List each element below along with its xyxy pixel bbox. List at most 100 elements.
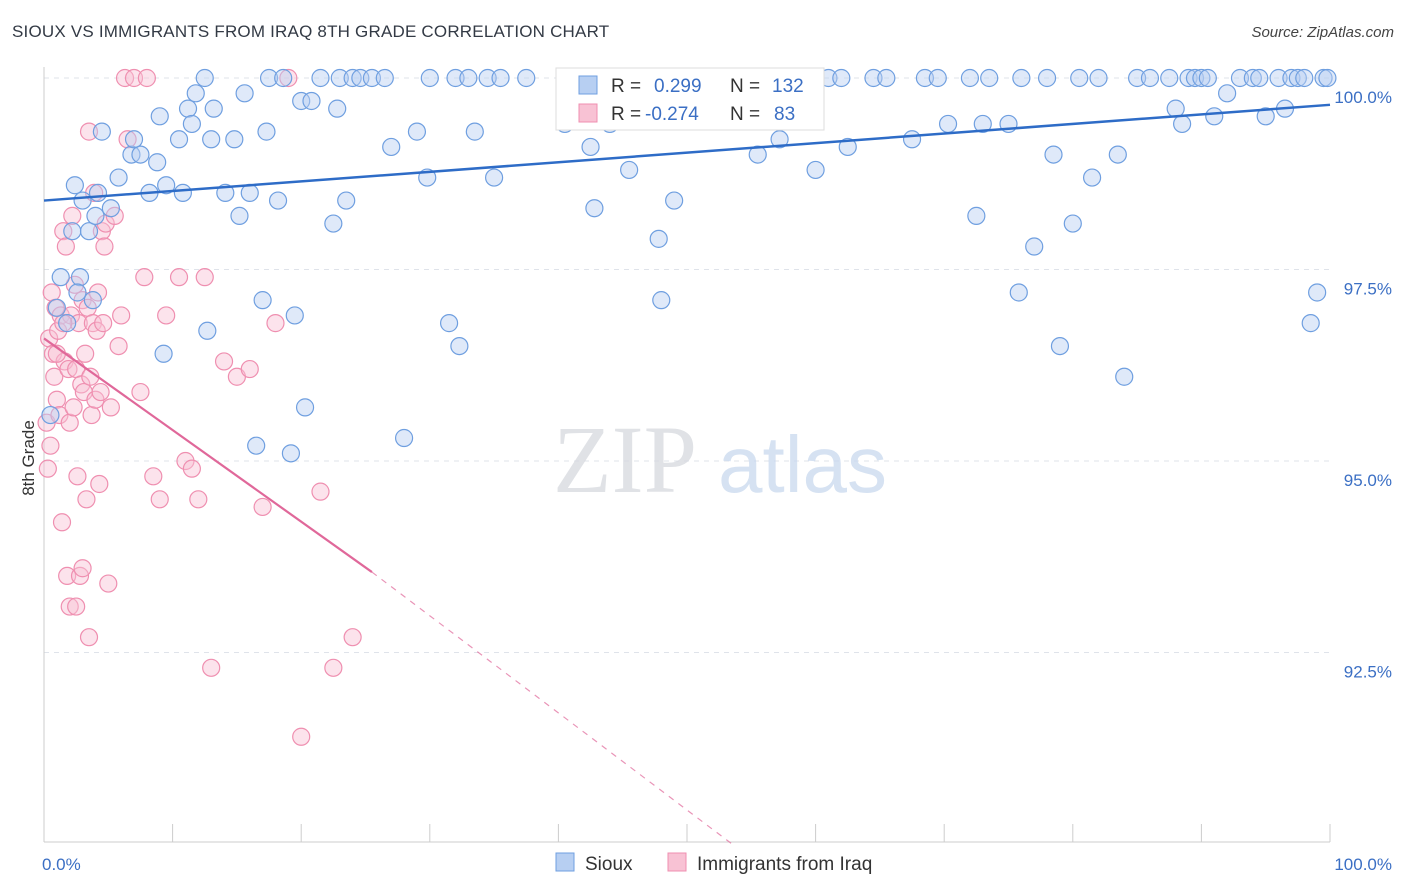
bottom-legend-swatch-sioux [555, 852, 575, 872]
sioux-point-32 [253, 291, 272, 310]
sioux-point-49 [362, 68, 382, 88]
iraq-point-44 [94, 314, 113, 333]
iraq-point-18 [60, 413, 79, 432]
trend-lines [43, 103, 1331, 845]
iraq-point-73 [292, 727, 311, 746]
legend-r-value-iraq: -0.274 [645, 104, 699, 125]
iraq-point-54 [124, 68, 144, 88]
sioux-point-27 [225, 130, 244, 149]
iraq-point-33 [79, 122, 99, 141]
sioux-point-47 [343, 68, 362, 88]
sioux-point-105 [1063, 214, 1082, 233]
sioux-point-3 [63, 222, 82, 241]
legend-box: R = 0.299 N = 132 R = -0.274 N = 83 [555, 67, 825, 131]
sioux-point-94 [960, 68, 980, 88]
bottom-legend: Sioux Immigrants from Iraq [555, 852, 872, 875]
sioux-point-110 [1115, 367, 1134, 386]
iraq-point-1 [38, 459, 57, 478]
iraq-point-30 [76, 344, 95, 363]
sioux-point-60 [465, 122, 484, 141]
sioux-point-10 [92, 122, 111, 141]
sioux-point-57 [446, 68, 465, 88]
sioux-point-133 [58, 314, 77, 333]
sioux-point-72 [620, 160, 639, 180]
y-tick-label-1: 95.0% [1344, 471, 1392, 490]
iraq-point-3 [41, 436, 60, 455]
iraq-trend-line [43, 337, 373, 573]
sioux-point-88 [864, 68, 883, 88]
sioux-point-42 [311, 68, 330, 88]
sioux-point-138 [150, 107, 169, 126]
sioux-point-122 [1230, 68, 1250, 88]
legend-n-label-sioux: N = [730, 76, 760, 97]
sioux-point-9 [88, 183, 108, 202]
sioux-point-0 [41, 405, 60, 425]
x-tick-label-end: 100.0% [1334, 855, 1392, 874]
sioux-point-141 [1250, 68, 1269, 88]
sioux-point-102 [1037, 68, 1057, 88]
iraq-point-69 [240, 359, 259, 379]
bottom-legend-swatch-iraq [667, 852, 687, 872]
sioux-point-23 [198, 321, 217, 340]
iraq-point-56 [135, 268, 154, 287]
sioux-point-136 [109, 168, 128, 187]
iraq-point-51 [112, 306, 131, 325]
iraq-point-47 [99, 574, 118, 593]
chart-title: SIOUX VS IMMIGRANTS FROM IRAQ 8TH GRADE … [12, 22, 610, 41]
sioux-point-18 [169, 130, 189, 149]
iraq-point-16 [58, 566, 77, 586]
sioux-point-93 [938, 114, 958, 134]
iraq-point-35 [82, 405, 101, 425]
sioux-point-19 [173, 183, 192, 202]
sioux-point-58 [450, 337, 469, 356]
iraq-point-78 [60, 597, 79, 616]
sioux-point-44 [328, 99, 347, 118]
sioux-point-112 [1140, 68, 1160, 88]
sioux-point-6 [79, 222, 99, 241]
y-tick-label-2: 97.5% [1344, 280, 1392, 299]
sioux-point-91 [915, 68, 935, 88]
iraq-point-82 [67, 597, 86, 616]
sioux-point-119 [1198, 68, 1217, 88]
sioux-trend-line [43, 103, 1331, 202]
sioux-point-61 [478, 68, 497, 88]
iraq-point-20 [63, 206, 82, 225]
sioux-point-118 [1192, 68, 1211, 88]
sioux-point-124 [1256, 107, 1275, 126]
sioux-point-95 [967, 206, 986, 225]
iraq-point-64 [189, 490, 208, 509]
iraq-point-81 [54, 314, 73, 333]
x-tick-label-start: 0.0% [42, 855, 81, 874]
bottom-legend-label-iraq: Immigrants from Iraq [697, 854, 872, 875]
sioux-point-131 [1301, 314, 1320, 333]
watermark-zip: ZIP [553, 406, 697, 513]
sioux-point-39 [292, 91, 311, 111]
sioux-point-34 [259, 68, 279, 88]
sioux-point-113 [1160, 68, 1179, 88]
iraq-point-67 [214, 352, 234, 371]
sioux-point-56 [439, 314, 459, 333]
sioux-point-130 [1314, 68, 1333, 88]
iraq-point-65 [195, 268, 214, 287]
sioux-point-13 [131, 145, 150, 164]
sioux-point-40 [295, 398, 315, 417]
sioux-point-51 [382, 137, 401, 157]
legend-n-value-sioux: 132 [772, 76, 804, 97]
sioux-point-134 [68, 283, 87, 302]
iraq-point-21 [64, 398, 83, 417]
sioux-point-7 [83, 291, 102, 310]
sioux-point-22 [195, 68, 214, 88]
iraq-point-60 [157, 306, 176, 325]
sioux-point-31 [247, 436, 266, 455]
sioux-point-41 [302, 91, 321, 111]
iraq-point-79 [79, 628, 99, 647]
iraq-point-63 [182, 459, 201, 478]
sioux-point-114 [1166, 99, 1185, 118]
sioux-point-111 [1127, 68, 1147, 88]
sioux-point-15 [148, 153, 167, 172]
iraq-point-41 [90, 474, 109, 494]
watermark-atlas: atlas [718, 420, 887, 509]
iraq-point-58 [144, 467, 163, 486]
legend-r-label-sioux: R = [611, 76, 641, 97]
